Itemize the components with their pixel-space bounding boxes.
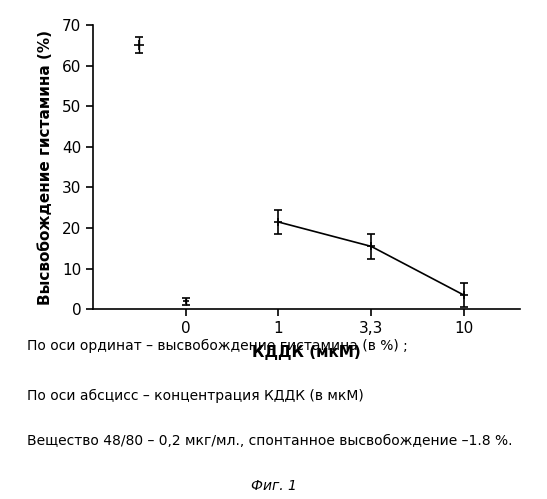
Text: По оси ординат – высвобождение гистамина (в %) ;: По оси ординат – высвобождение гистамина… (27, 339, 408, 353)
Text: Фиг. 1: Фиг. 1 (251, 479, 296, 493)
X-axis label: КДДК (мкМ): КДДК (мкМ) (252, 344, 360, 359)
Y-axis label: Высвобождение гистамина (%): Высвобождение гистамина (%) (38, 29, 54, 305)
Text: Вещество 48/80 – 0,2 мкг/мл., спонтанное высвобождение –1.8 %.: Вещество 48/80 – 0,2 мкг/мл., спонтанное… (27, 434, 513, 448)
Text: По оси абсцисс – концентрация КДДК (в мкМ): По оси абсцисс – концентрация КДДК (в мк… (27, 389, 364, 403)
